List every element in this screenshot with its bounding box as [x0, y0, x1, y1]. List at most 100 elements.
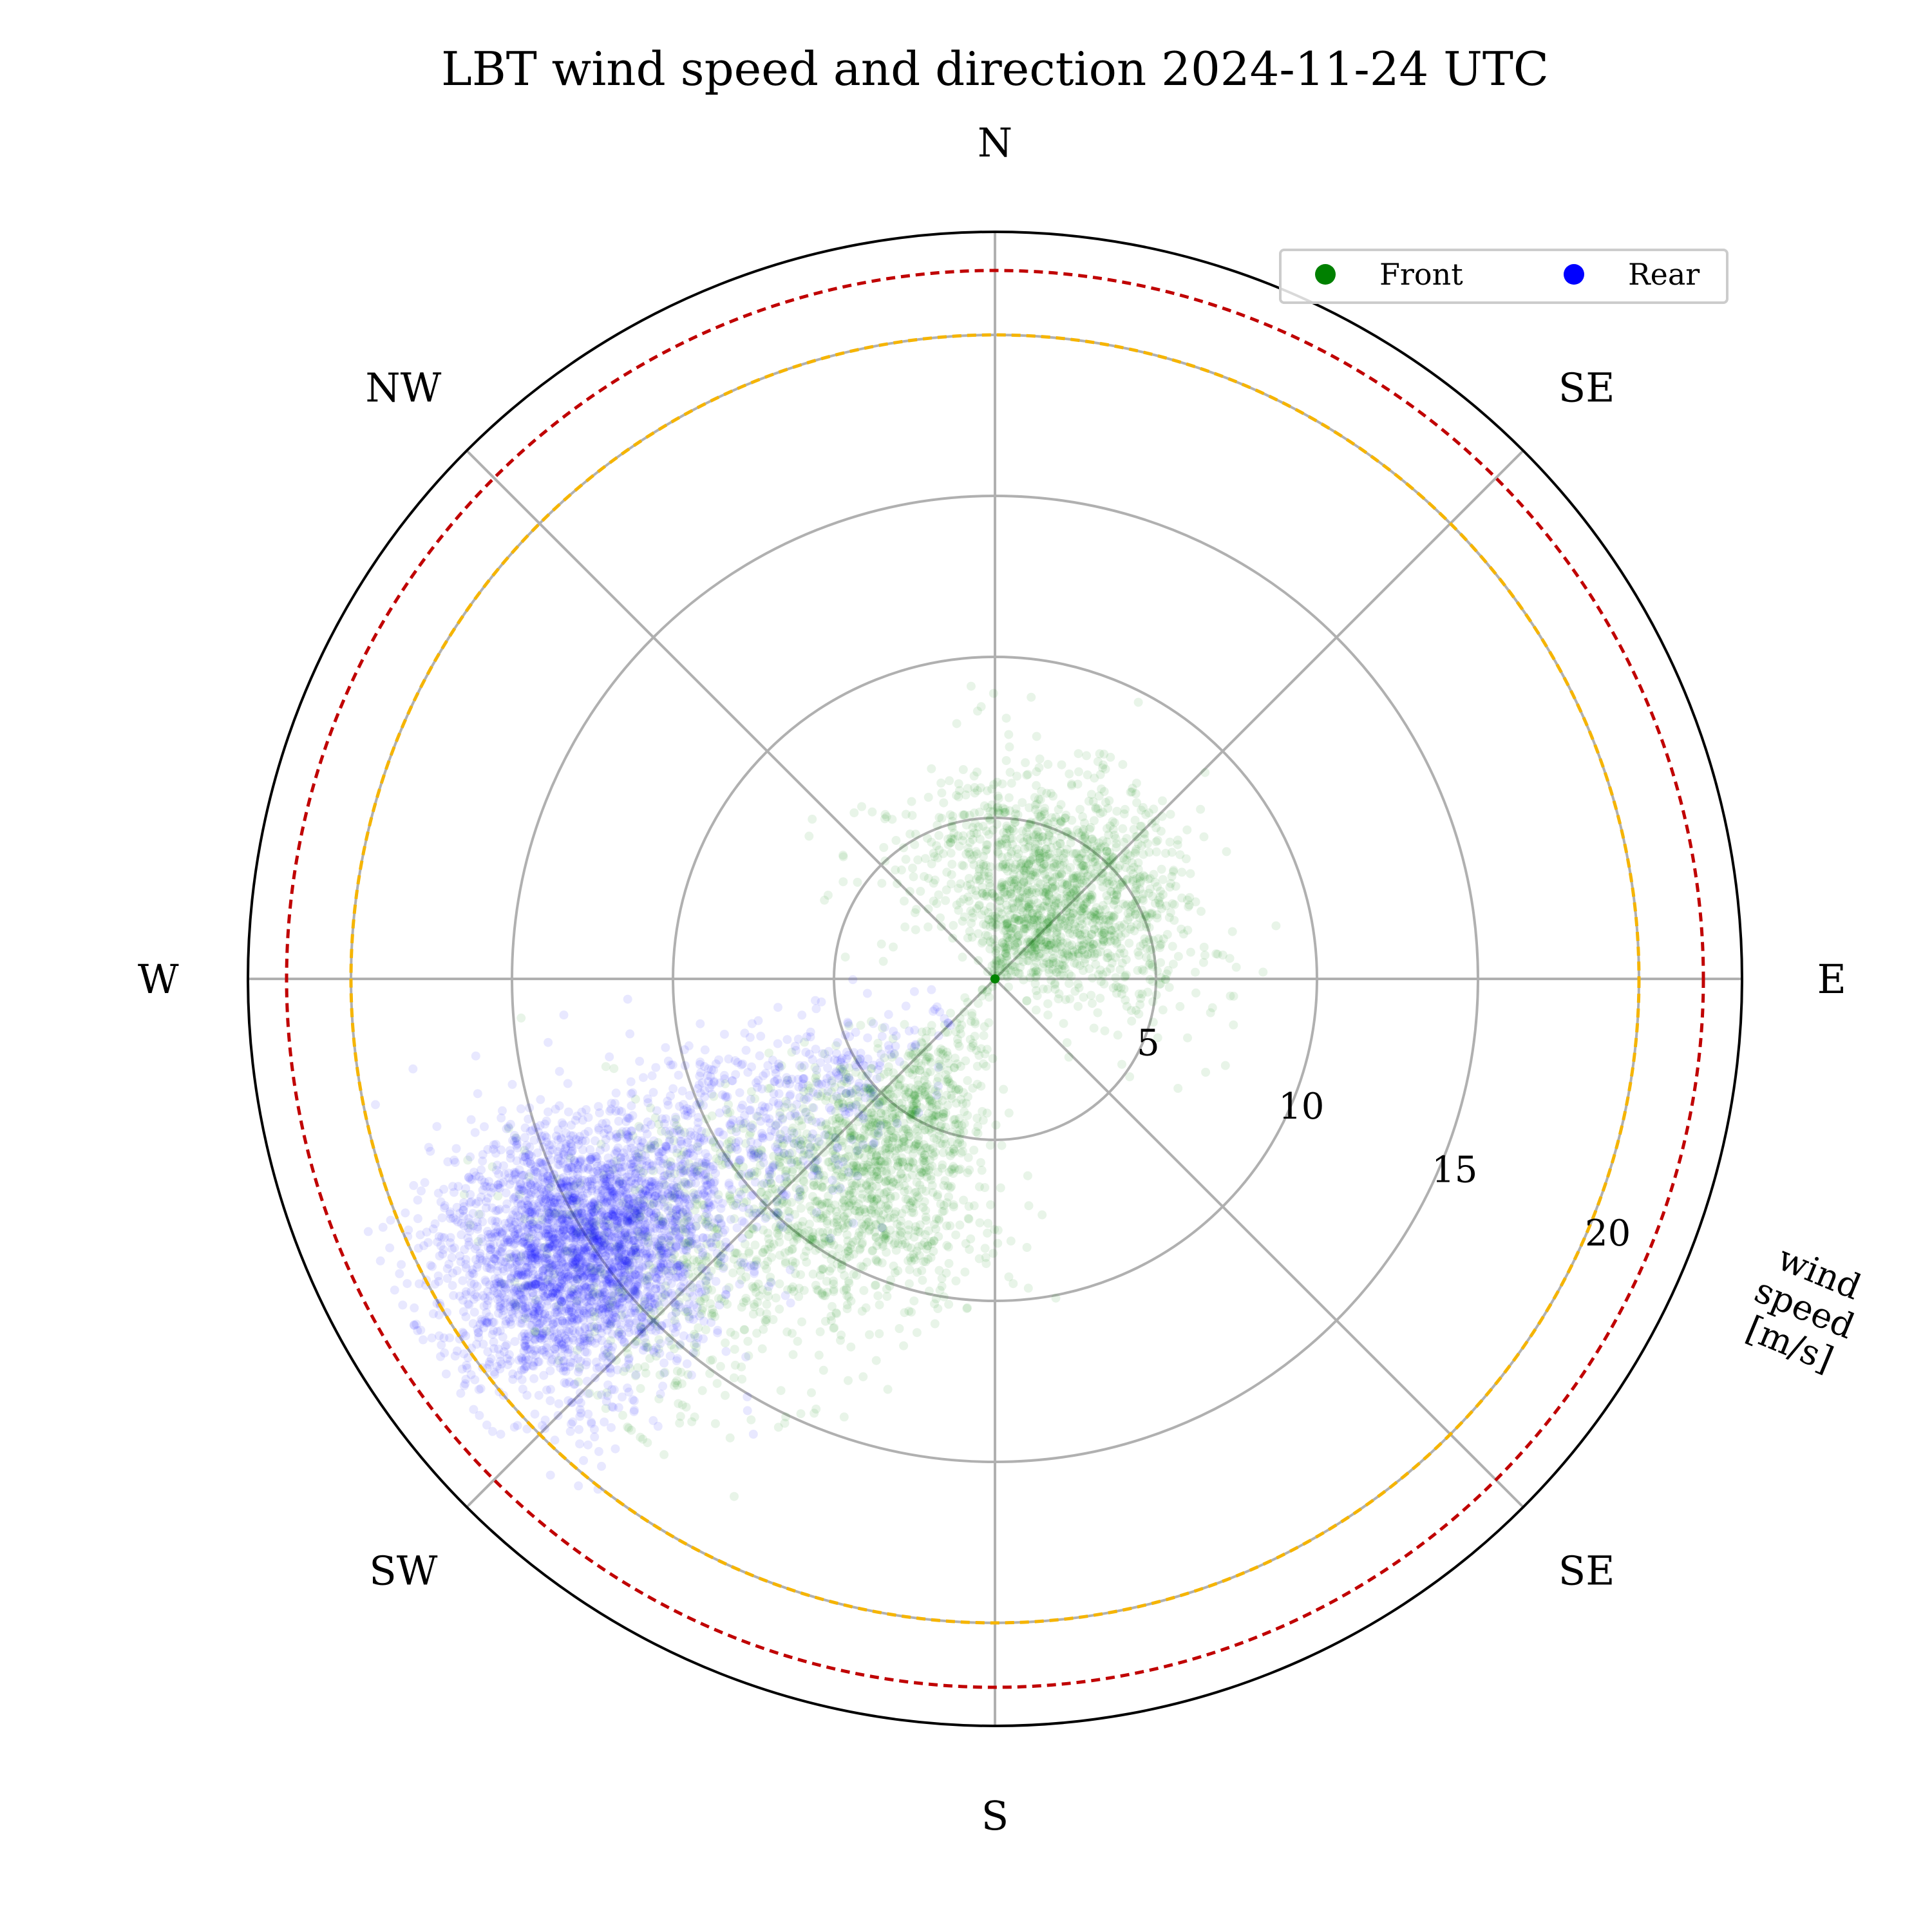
- data-point-front: [988, 1054, 998, 1063]
- data-point-front: [1051, 967, 1061, 977]
- data-point-front: [1075, 854, 1084, 864]
- data-point-front: [1142, 944, 1151, 954]
- data-point-rear: [540, 1424, 550, 1434]
- data-point-front: [1109, 913, 1119, 922]
- data-point-front: [697, 1386, 707, 1396]
- data-point-front: [1155, 893, 1165, 902]
- data-point-front: [1112, 891, 1122, 900]
- data-point-front: [1007, 884, 1016, 894]
- data-point-front: [1080, 894, 1090, 904]
- data-point-front: [1001, 756, 1011, 765]
- data-point-front: [1031, 1005, 1041, 1015]
- data-point-front: [1018, 826, 1027, 836]
- data-point-front: [1027, 947, 1036, 956]
- data-point-front: [1072, 873, 1081, 882]
- data-point-front: [892, 1089, 902, 1099]
- data-point-front: [1144, 808, 1153, 818]
- data-point-front: [936, 922, 946, 931]
- data-point-front: [1030, 940, 1040, 949]
- data-point-front: [1227, 927, 1237, 936]
- data-point-front: [1016, 862, 1026, 871]
- data-point-front: [1043, 902, 1052, 912]
- data-point-front: [1031, 888, 1041, 898]
- data-point-front: [1140, 934, 1150, 943]
- data-point-rear: [446, 1233, 455, 1242]
- data-point-front: [991, 949, 1001, 958]
- data-point-front: [659, 1450, 669, 1459]
- data-point-front: [1000, 887, 1010, 897]
- data-point-front: [969, 1039, 978, 1048]
- data-point-front: [1166, 908, 1175, 917]
- data-point-front: [1164, 913, 1174, 922]
- data-point-front: [936, 778, 946, 788]
- data-point-front: [1065, 769, 1074, 779]
- data-point-front: [968, 835, 978, 844]
- data-point-front: [1023, 823, 1032, 833]
- data-point-front: [1067, 913, 1077, 923]
- data-point-front: [1108, 925, 1117, 935]
- data-point-front: [1133, 965, 1142, 975]
- data-point-front: [1086, 949, 1096, 958]
- radial-gridline: [994, 450, 1524, 980]
- data-point-front: [1076, 898, 1086, 908]
- data-point-front: [914, 1132, 923, 1141]
- data-point-front: [1062, 844, 1072, 854]
- data-point-front: [1054, 805, 1063, 814]
- data-point-front: [1111, 834, 1121, 843]
- data-point-front: [1043, 837, 1052, 847]
- data-point-front: [1083, 950, 1092, 960]
- data-point-front: [1046, 911, 1056, 921]
- data-point-front: [871, 1356, 881, 1365]
- data-point-front: [1117, 878, 1127, 887]
- data-point-front: [1089, 837, 1098, 846]
- data-point-front: [1101, 915, 1111, 924]
- data-point-front: [1091, 916, 1101, 925]
- data-point-front: [1001, 970, 1011, 980]
- data-point-front: [710, 1419, 720, 1428]
- data-point-front: [1015, 870, 1025, 880]
- data-point-front: [1088, 940, 1098, 949]
- data-point-front: [1050, 979, 1060, 989]
- data-point-front: [901, 855, 911, 864]
- data-point-front: [1000, 804, 1010, 814]
- data-point-front: [1013, 931, 1023, 940]
- data-point-front: [908, 864, 917, 873]
- data-point-front: [939, 1292, 949, 1302]
- data-point-rear: [715, 1300, 724, 1310]
- data-point-front: [932, 841, 942, 851]
- data-point-front: [1225, 954, 1235, 963]
- data-point-front: [909, 1158, 918, 1168]
- data-point-front: [949, 921, 958, 930]
- data-point-front: [1183, 925, 1193, 935]
- data-point-front: [1005, 876, 1014, 886]
- data-point-front: [1151, 837, 1161, 847]
- data-point-front: [1013, 897, 1023, 907]
- data-point-front: [1153, 882, 1162, 891]
- data-point-front: [1008, 875, 1018, 885]
- data-point-front: [950, 834, 959, 844]
- data-point-front: [1128, 876, 1138, 886]
- data-point-front: [980, 801, 989, 811]
- data-point-front: [1034, 763, 1044, 772]
- data-point-front: [929, 896, 938, 906]
- data-point-rear: [534, 1390, 544, 1400]
- data-point-front: [842, 1300, 852, 1310]
- data-point-front: [999, 884, 1009, 894]
- data-point-front: [1122, 900, 1132, 909]
- data-point-front: [804, 831, 814, 841]
- data-point-front: [1086, 890, 1096, 900]
- data-point-front: [980, 1049, 990, 1059]
- data-point-front: [1011, 804, 1021, 813]
- data-point-front: [1041, 887, 1051, 897]
- data-point-front: [1019, 866, 1028, 875]
- data-point-front: [775, 1251, 784, 1260]
- data-point-front: [1112, 989, 1121, 998]
- data-point-front: [947, 1127, 956, 1137]
- data-point-front: [1132, 874, 1141, 884]
- data-point-front: [1023, 881, 1033, 891]
- data-point-front: [1090, 911, 1100, 920]
- data-point-front: [1025, 937, 1034, 947]
- data-point-front: [941, 896, 951, 905]
- data-point-front: [1139, 966, 1148, 976]
- data-point-front: [1117, 989, 1126, 999]
